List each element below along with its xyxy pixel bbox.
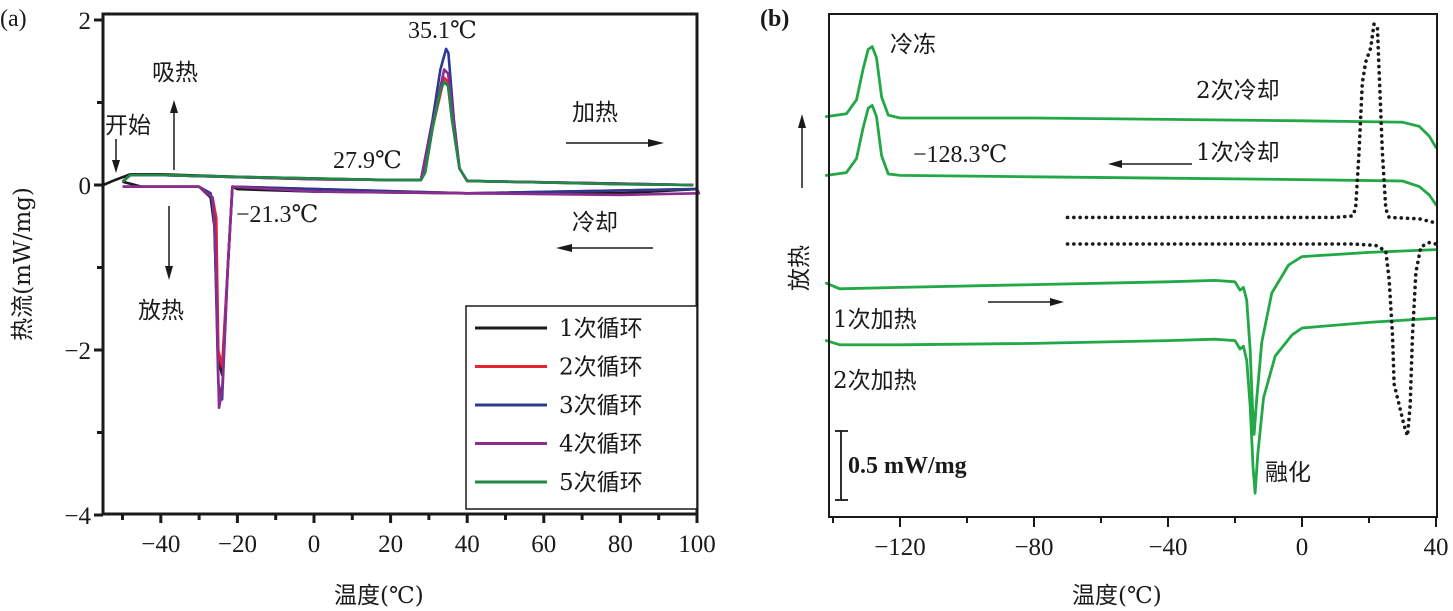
series-2-heating-line bbox=[121, 76, 694, 187]
annotation-peak-35-1: 35.1℃ bbox=[408, 18, 477, 44]
series-4-heating-line bbox=[121, 68, 694, 187]
x-tick-label: 0 bbox=[308, 531, 321, 558]
panel-a: (a) −40 −20 0 20 40 60 80 100 −4−202 温度(℃) 热流(m… bbox=[0, 6, 716, 609]
series-4-cooling-line bbox=[122, 185, 701, 410]
x-tick-label: 40 bbox=[1424, 534, 1449, 561]
legend-label: 1次循环 bbox=[559, 316, 643, 342]
x-tick-label: 0 bbox=[1296, 534, 1309, 561]
panel-b-series-1-line bbox=[824, 45, 1438, 149]
heating-direction-arrowhead-icon bbox=[1050, 298, 1064, 306]
series-5-heating-line bbox=[121, 80, 694, 187]
legend-label: 5次循环 bbox=[559, 470, 643, 496]
scale-bar: 0.5 mW/mg bbox=[835, 430, 967, 501]
annotation-onset-27-9: 27.9℃ bbox=[333, 148, 402, 174]
annotation-endothermic: 吸热 bbox=[152, 60, 198, 86]
panel-a-y-label: 热流(mW/mg) bbox=[10, 187, 36, 341]
x-tick-label: −40 bbox=[1148, 534, 1187, 561]
x-tick-label: −80 bbox=[1014, 534, 1053, 561]
annotation-heating: 加热 bbox=[572, 100, 618, 126]
panel-a-frame bbox=[101, 12, 699, 516]
annotation-peak-minus-21-3: −21.3℃ bbox=[236, 202, 318, 228]
annotation-start: 开始 bbox=[105, 113, 151, 139]
exotherm-direction-arrowhead-icon bbox=[798, 114, 806, 128]
panel-a-legend: 1次循环 2次循环 3次循环 4次循环 5次循环 bbox=[465, 305, 698, 510]
annotation-melting: 融化 bbox=[1265, 460, 1311, 486]
x-tick-label: −20 bbox=[218, 531, 257, 558]
legend-box bbox=[465, 305, 698, 510]
y-tick-label: 0 bbox=[79, 173, 92, 200]
start-arrowhead-icon bbox=[112, 160, 120, 173]
panel-b-label: (b) bbox=[760, 6, 789, 32]
x-tick-label: −120 bbox=[874, 534, 926, 561]
y-tick-label: −2 bbox=[64, 338, 91, 365]
panel-b-y-label: 放热 bbox=[787, 245, 813, 291]
x-tick-label: −40 bbox=[141, 531, 180, 558]
panel-a-curves bbox=[102, 47, 701, 410]
panel-b: (b) −120 −80 −40 0 40 温度(℃) 放热 冷冻 2次冷却 −128.… bbox=[760, 6, 1449, 609]
y-tick-label: −4 bbox=[64, 503, 91, 530]
cooling-direction-arrowhead-icon bbox=[1108, 160, 1122, 168]
annotation-exothermic: 放热 bbox=[138, 298, 184, 324]
annotation-1st-heating: 1次加热 bbox=[833, 307, 917, 333]
cooling-arrowhead-icon bbox=[556, 244, 572, 252]
panel-b-curves bbox=[824, 22, 1438, 495]
panel-a-y-axis: −4 −2 0 2 bbox=[64, 8, 103, 530]
panel-a-x-label: 温度(℃) bbox=[334, 583, 424, 609]
panel-a-label: (a) bbox=[0, 6, 27, 32]
panel-b-series-4-line bbox=[824, 316, 1438, 495]
y-tick-label: 2 bbox=[79, 8, 92, 35]
panel-b-x-label: 温度(℃) bbox=[1072, 583, 1162, 609]
panel-b-annotations: 冷冻 2次冷却 −128.3℃ 1次冷却 1次加热 2次加热 融化 bbox=[833, 32, 1311, 486]
legend-label: 2次循环 bbox=[559, 355, 643, 381]
annotation-freeze: 冷冻 bbox=[890, 32, 936, 58]
heating-arrowhead-icon bbox=[648, 139, 664, 147]
x-tick-label: 100 bbox=[678, 531, 716, 558]
legend-label: 4次循环 bbox=[559, 432, 643, 458]
x-tick-label: 80 bbox=[608, 531, 633, 558]
panel-b-series-2-line bbox=[824, 104, 1438, 207]
panel-b-series-6-line bbox=[1065, 240, 1438, 438]
panel-a-x-axis: −40 −20 0 20 40 60 80 100 bbox=[121, 514, 716, 558]
panel-b-series-5-line bbox=[1065, 22, 1438, 225]
annotation-minus-128-3: −128.3℃ bbox=[913, 142, 1007, 168]
annotation-2nd-heating: 2次加热 bbox=[833, 368, 917, 394]
panel-b-series-3-line bbox=[824, 248, 1438, 436]
annotation-1st-cooling: 1次冷却 bbox=[1196, 140, 1280, 166]
legend-label: 3次循环 bbox=[559, 393, 643, 419]
x-tick-label: 60 bbox=[531, 531, 556, 558]
panel-b-frame bbox=[828, 13, 1438, 518]
annotation-2nd-cooling: 2次冷却 bbox=[1196, 78, 1280, 104]
x-tick-label: 40 bbox=[455, 531, 480, 558]
annotation-cooling: 冷却 bbox=[572, 210, 618, 236]
scale-bar-label: 0.5 mW/mg bbox=[848, 453, 967, 479]
endothermic-arrowhead-icon bbox=[170, 100, 178, 113]
panel-a-annotations: 35.1℃ 27.9℃ −21.3℃ 开始 吸热 放热 加热 冷却 bbox=[105, 18, 664, 324]
exothermic-arrowhead-icon bbox=[165, 266, 173, 280]
panel-b-x-axis: −120 −80 −40 0 40 bbox=[832, 517, 1449, 561]
x-tick-label: 20 bbox=[378, 531, 403, 558]
